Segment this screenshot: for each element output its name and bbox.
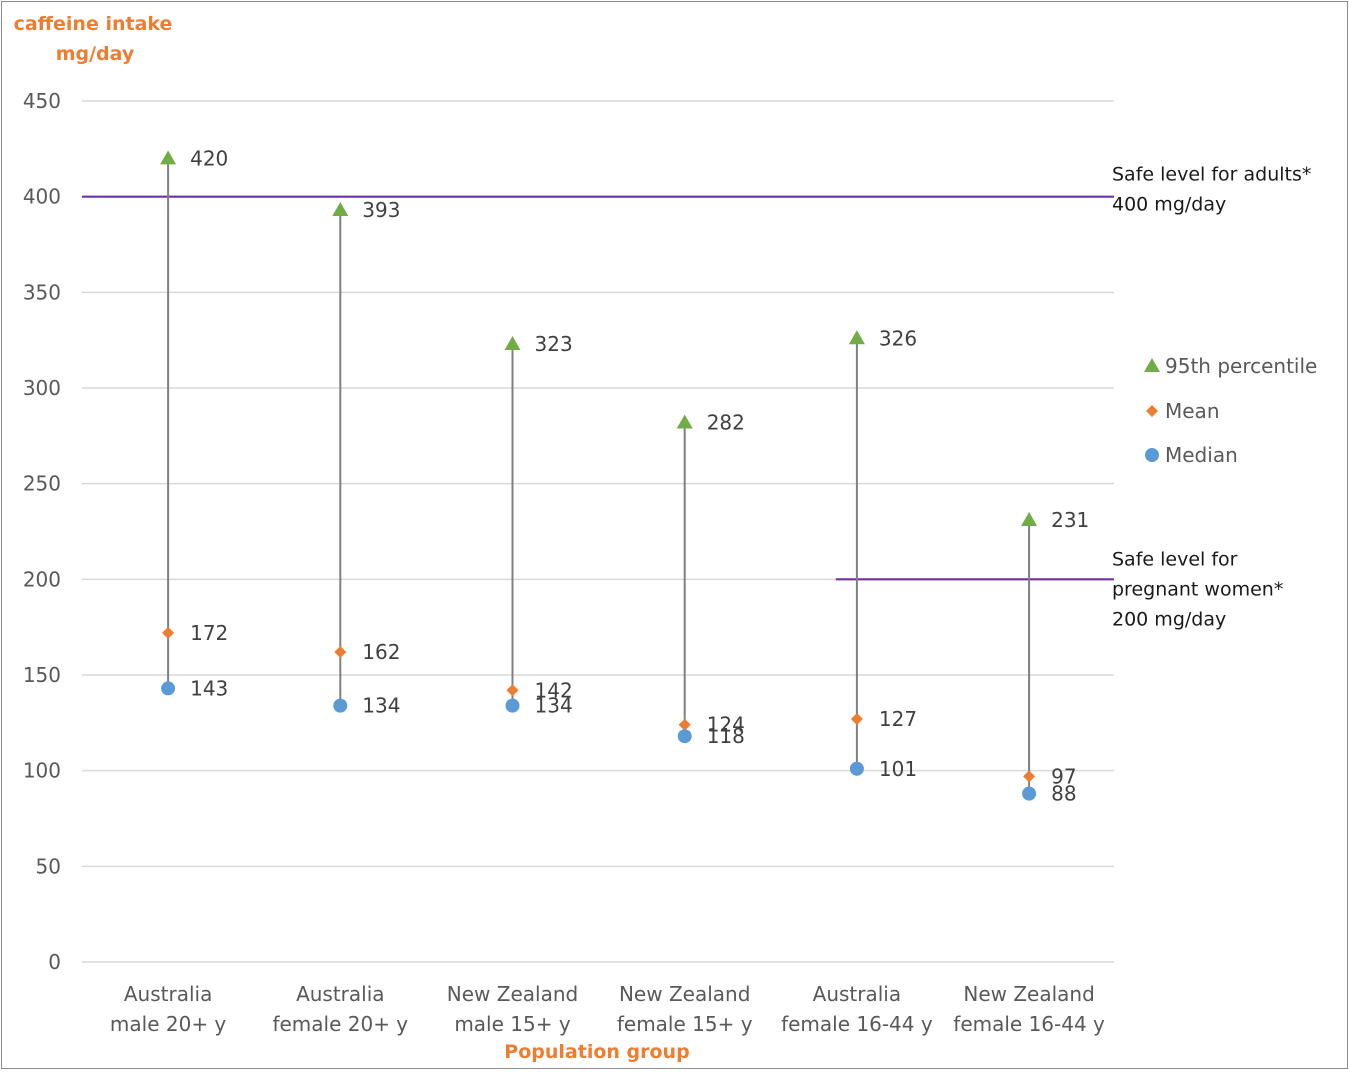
data-label-median: 88: [1051, 782, 1076, 806]
y-tick-label: 350: [23, 280, 61, 304]
category-label: New Zealand: [447, 982, 578, 1006]
data-labels: 420 393 323 282 326 231 172 162 142 124 127 97 143 13…: [190, 146, 1089, 805]
x-axis-title: Population group: [504, 1041, 689, 1063]
category-label: female 16-44 y: [953, 1012, 1105, 1036]
data-point-mean: [850, 713, 863, 726]
category-label: Australia: [813, 982, 901, 1006]
category-label: Australia: [296, 982, 384, 1006]
data-point-median: [505, 698, 520, 713]
data-label-median: 118: [707, 724, 745, 748]
legend-label: 95th percentile: [1165, 354, 1317, 378]
y-tick-label: 50: [36, 854, 61, 878]
y-tick-label: 250: [23, 472, 61, 496]
legend-marker-median: [1145, 448, 1159, 462]
legend-label: Median: [1165, 443, 1238, 467]
data-label-mean: 124: [707, 713, 745, 737]
category-label: New Zealand: [963, 982, 1094, 1006]
y-axis-title-line-1: caffeine intake: [14, 13, 173, 35]
legend-label: Mean: [1165, 399, 1220, 423]
data-point-median: [333, 698, 348, 713]
data-label-p95: 323: [535, 332, 573, 356]
gridlines: [82, 100, 1114, 963]
reference-line-label: Safe level for adults*: [1112, 164, 1311, 186]
data-label-median: 134: [535, 694, 573, 718]
data-label-mean: 127: [879, 707, 917, 731]
data-marks: [160, 150, 1038, 801]
y-axis-title-line-2: mg/day: [56, 43, 135, 65]
data-label-p95: 393: [362, 198, 400, 222]
reference-lines: Safe level for adults* 400 mg/day Safe lev…: [82, 164, 1311, 630]
data-label-median: 143: [190, 676, 228, 700]
category-label: female 16-44 y: [781, 1012, 933, 1036]
data-point-p95: [676, 414, 693, 429]
range-lines: [167, 158, 1031, 794]
data-point-mean: [162, 626, 175, 639]
data-point-p95: [1021, 512, 1038, 527]
data-point-median: [849, 761, 864, 776]
y-tick-label: 100: [23, 759, 61, 783]
y-tick-label: 450: [23, 89, 61, 113]
y-axis-ticks: 0 50 100 150 200 250 300 350 400 450: [23, 89, 61, 974]
category-label: female 20+ y: [272, 1012, 408, 1036]
data-label-p95: 282: [707, 410, 745, 434]
data-point-mean: [1023, 770, 1036, 783]
data-point-mean: [334, 646, 347, 659]
data-label-median: 101: [879, 757, 917, 781]
y-tick-label: 400: [23, 185, 61, 209]
data-point-median: [677, 729, 692, 744]
legend-marker-p95: [1144, 358, 1160, 372]
y-tick-label: 300: [23, 376, 61, 400]
y-tick-label: 0: [48, 950, 61, 974]
reference-line-label: 200 mg/day: [1112, 608, 1226, 630]
x-axis-categories: Australia male 20+ y Australia female 20+ y…: [110, 982, 1105, 1036]
category-label: male 15+ y: [454, 1012, 571, 1036]
category-label: female 15+ y: [617, 1012, 753, 1036]
data-point-median: [1022, 786, 1037, 801]
data-point-p95: [160, 150, 177, 165]
axis-titles: caffeine intake mg/day Population group: [14, 13, 690, 1063]
legend: 95th percentile Mean Median: [1144, 354, 1317, 467]
data-label-mean: 142: [535, 678, 573, 702]
data-point-mean: [678, 718, 691, 731]
data-label-mean: 162: [362, 640, 400, 664]
category-label: male 20+ y: [110, 1012, 227, 1036]
data-point-p95: [504, 335, 521, 350]
reference-line-label: 400 mg/day: [1112, 194, 1226, 216]
y-tick-label: 150: [23, 663, 61, 687]
data-label-p95: 326: [879, 326, 917, 350]
data-label-p95: 420: [190, 146, 228, 170]
data-point-p95: [848, 330, 865, 345]
data-label-median: 134: [362, 694, 400, 718]
y-tick-label: 200: [23, 567, 61, 591]
reference-line-label: pregnant women*: [1112, 578, 1283, 600]
data-label-p95: 231: [1051, 508, 1089, 532]
data-point-median: [161, 681, 176, 696]
data-point-p95: [332, 202, 349, 217]
reference-line-label: Safe level for: [1112, 548, 1238, 570]
data-label-mean: 97: [1051, 764, 1076, 788]
legend-marker-mean: [1146, 405, 1158, 417]
data-point-mean: [506, 684, 519, 697]
category-label: Australia: [124, 982, 212, 1006]
category-label: New Zealand: [619, 982, 750, 1006]
data-label-mean: 172: [190, 621, 228, 645]
